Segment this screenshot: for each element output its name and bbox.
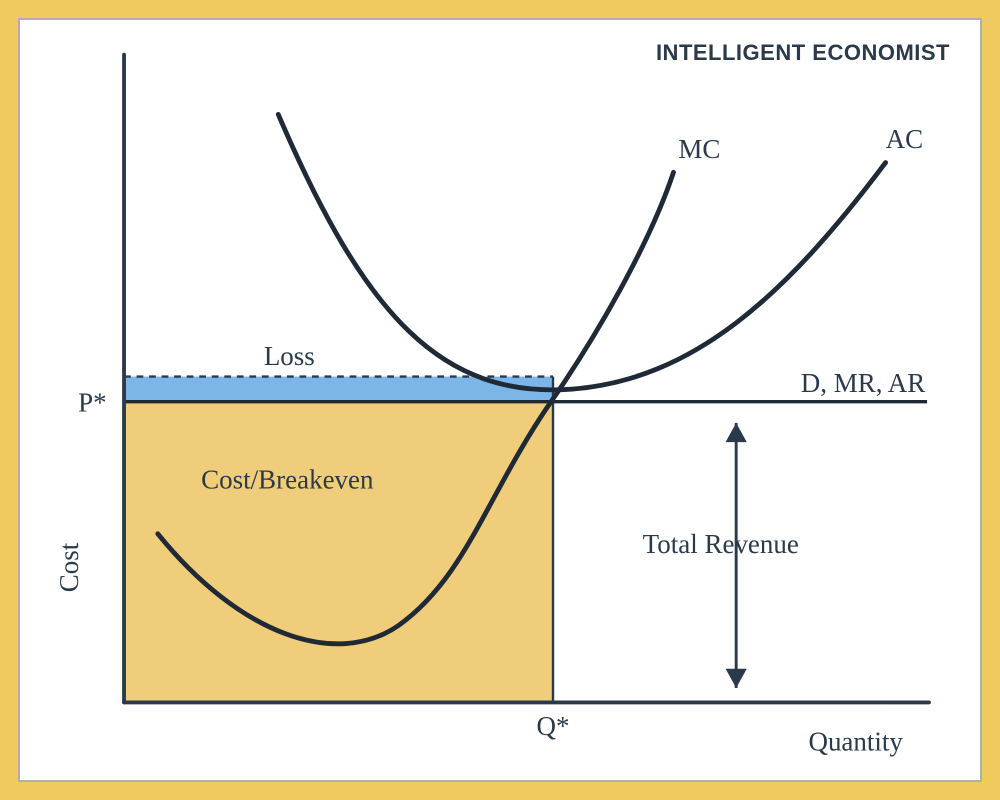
mc-label: MC bbox=[678, 134, 720, 164]
x-axis-label: Quantity bbox=[808, 727, 903, 757]
cost-breakeven-label: Cost/Breakeven bbox=[201, 464, 374, 494]
arrowhead-up-icon bbox=[726, 423, 747, 442]
p-star-label: P* bbox=[78, 387, 106, 417]
q-star-label: Q* bbox=[537, 711, 570, 741]
revenue-region bbox=[124, 402, 553, 703]
ac-label: AC bbox=[886, 124, 924, 154]
arrowhead-down-icon bbox=[726, 669, 747, 688]
chart-frame: INTELLIGENT ECONOMIST QuantityCostP*Q*MC… bbox=[0, 0, 1000, 800]
demand-label: D, MR, AR bbox=[801, 368, 925, 398]
loss-label: Loss bbox=[264, 341, 315, 371]
ac-curve bbox=[278, 114, 885, 389]
y-axis-label: Cost bbox=[54, 542, 84, 592]
economics-chart: Quantity Cost P* Q* MC AC D, MR, AR Loss Cost/Br… bbox=[18, 18, 982, 789]
total-revenue-label: Total Revenue bbox=[643, 529, 799, 559]
